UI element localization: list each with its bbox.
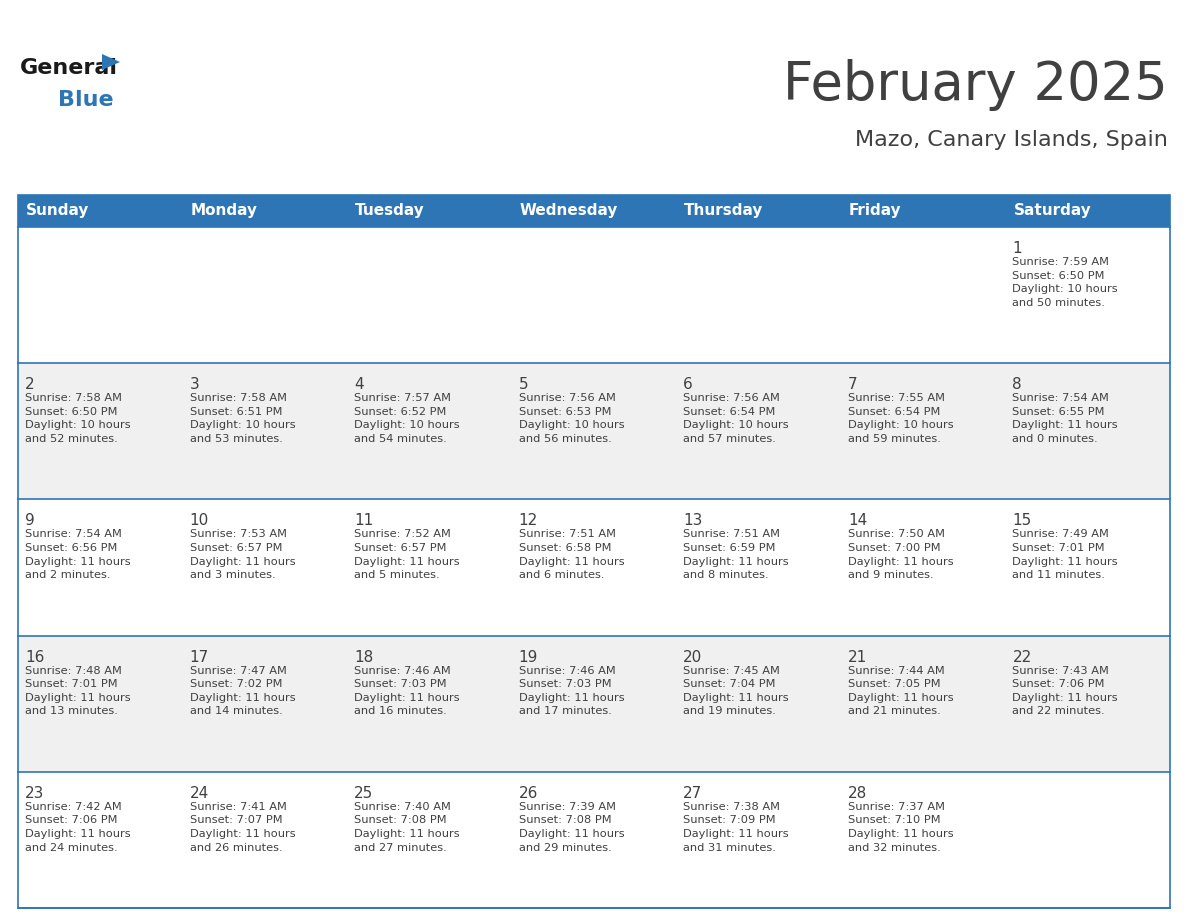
Text: 2: 2 xyxy=(25,377,34,392)
Text: 20: 20 xyxy=(683,650,702,665)
Text: Sunrise: 7:58 AM
Sunset: 6:51 PM
Daylight: 10 hours
and 53 minutes.: Sunrise: 7:58 AM Sunset: 6:51 PM Dayligh… xyxy=(190,393,295,444)
Text: Sunrise: 7:48 AM
Sunset: 7:01 PM
Daylight: 11 hours
and 13 minutes.: Sunrise: 7:48 AM Sunset: 7:01 PM Dayligh… xyxy=(25,666,131,716)
Text: Sunrise: 7:51 AM
Sunset: 6:58 PM
Daylight: 11 hours
and 6 minutes.: Sunrise: 7:51 AM Sunset: 6:58 PM Dayligh… xyxy=(519,530,625,580)
Text: 21: 21 xyxy=(848,650,867,665)
Text: 7: 7 xyxy=(848,377,858,392)
Text: 3: 3 xyxy=(190,377,200,392)
Text: Sunrise: 7:45 AM
Sunset: 7:04 PM
Daylight: 11 hours
and 19 minutes.: Sunrise: 7:45 AM Sunset: 7:04 PM Dayligh… xyxy=(683,666,789,716)
Text: 15: 15 xyxy=(1012,513,1031,529)
Text: Sunrise: 7:46 AM
Sunset: 7:03 PM
Daylight: 11 hours
and 16 minutes.: Sunrise: 7:46 AM Sunset: 7:03 PM Dayligh… xyxy=(354,666,460,716)
Text: Sunrise: 7:50 AM
Sunset: 7:00 PM
Daylight: 11 hours
and 9 minutes.: Sunrise: 7:50 AM Sunset: 7:00 PM Dayligh… xyxy=(848,530,954,580)
Bar xyxy=(18,635,1170,772)
Text: Sunrise: 7:46 AM
Sunset: 7:03 PM
Daylight: 11 hours
and 17 minutes.: Sunrise: 7:46 AM Sunset: 7:03 PM Dayligh… xyxy=(519,666,625,716)
Text: Sunrise: 7:41 AM
Sunset: 7:07 PM
Daylight: 11 hours
and 26 minutes.: Sunrise: 7:41 AM Sunset: 7:07 PM Dayligh… xyxy=(190,801,295,853)
Text: General: General xyxy=(20,58,118,78)
Text: 18: 18 xyxy=(354,650,373,665)
Text: 22: 22 xyxy=(1012,650,1031,665)
Text: February 2025: February 2025 xyxy=(783,59,1168,111)
Text: Sunrise: 7:57 AM
Sunset: 6:52 PM
Daylight: 10 hours
and 54 minutes.: Sunrise: 7:57 AM Sunset: 6:52 PM Dayligh… xyxy=(354,393,460,444)
Text: Sunrise: 7:49 AM
Sunset: 7:01 PM
Daylight: 11 hours
and 11 minutes.: Sunrise: 7:49 AM Sunset: 7:01 PM Dayligh… xyxy=(1012,530,1118,580)
Text: 9: 9 xyxy=(25,513,34,529)
Text: 13: 13 xyxy=(683,513,702,529)
Text: 16: 16 xyxy=(25,650,44,665)
Text: Friday: Friday xyxy=(849,204,902,218)
Text: Monday: Monday xyxy=(190,204,258,218)
Text: Sunrise: 7:54 AM
Sunset: 6:56 PM
Daylight: 11 hours
and 2 minutes.: Sunrise: 7:54 AM Sunset: 6:56 PM Dayligh… xyxy=(25,530,131,580)
Text: Saturday: Saturday xyxy=(1013,204,1092,218)
Text: Wednesday: Wednesday xyxy=(519,204,618,218)
Bar xyxy=(18,772,1170,908)
Text: Sunrise: 7:54 AM
Sunset: 6:55 PM
Daylight: 11 hours
and 0 minutes.: Sunrise: 7:54 AM Sunset: 6:55 PM Dayligh… xyxy=(1012,393,1118,444)
Text: Sunrise: 7:58 AM
Sunset: 6:50 PM
Daylight: 10 hours
and 52 minutes.: Sunrise: 7:58 AM Sunset: 6:50 PM Dayligh… xyxy=(25,393,131,444)
Text: Sunrise: 7:53 AM
Sunset: 6:57 PM
Daylight: 11 hours
and 3 minutes.: Sunrise: 7:53 AM Sunset: 6:57 PM Dayligh… xyxy=(190,530,295,580)
Bar xyxy=(18,195,1170,908)
Text: Sunrise: 7:52 AM
Sunset: 6:57 PM
Daylight: 11 hours
and 5 minutes.: Sunrise: 7:52 AM Sunset: 6:57 PM Dayligh… xyxy=(354,530,460,580)
Bar xyxy=(18,364,1170,499)
Bar xyxy=(18,227,1170,364)
Text: Sunrise: 7:44 AM
Sunset: 7:05 PM
Daylight: 11 hours
and 21 minutes.: Sunrise: 7:44 AM Sunset: 7:05 PM Dayligh… xyxy=(848,666,954,716)
Text: Sunrise: 7:39 AM
Sunset: 7:08 PM
Daylight: 11 hours
and 29 minutes.: Sunrise: 7:39 AM Sunset: 7:08 PM Dayligh… xyxy=(519,801,625,853)
Text: Sunrise: 7:40 AM
Sunset: 7:08 PM
Daylight: 11 hours
and 27 minutes.: Sunrise: 7:40 AM Sunset: 7:08 PM Dayligh… xyxy=(354,801,460,853)
Text: 12: 12 xyxy=(519,513,538,529)
Text: 10: 10 xyxy=(190,513,209,529)
Text: 6: 6 xyxy=(683,377,693,392)
Text: Sunrise: 7:37 AM
Sunset: 7:10 PM
Daylight: 11 hours
and 32 minutes.: Sunrise: 7:37 AM Sunset: 7:10 PM Dayligh… xyxy=(848,801,954,853)
Text: 23: 23 xyxy=(25,786,44,800)
Bar xyxy=(18,499,1170,635)
Text: Sunrise: 7:47 AM
Sunset: 7:02 PM
Daylight: 11 hours
and 14 minutes.: Sunrise: 7:47 AM Sunset: 7:02 PM Dayligh… xyxy=(190,666,295,716)
Text: Sunrise: 7:43 AM
Sunset: 7:06 PM
Daylight: 11 hours
and 22 minutes.: Sunrise: 7:43 AM Sunset: 7:06 PM Dayligh… xyxy=(1012,666,1118,716)
Text: Sunrise: 7:55 AM
Sunset: 6:54 PM
Daylight: 10 hours
and 59 minutes.: Sunrise: 7:55 AM Sunset: 6:54 PM Dayligh… xyxy=(848,393,954,444)
Text: 26: 26 xyxy=(519,786,538,800)
Text: Blue: Blue xyxy=(58,90,114,110)
Text: Mazo, Canary Islands, Spain: Mazo, Canary Islands, Spain xyxy=(855,130,1168,150)
Text: 27: 27 xyxy=(683,786,702,800)
Text: Sunrise: 7:38 AM
Sunset: 7:09 PM
Daylight: 11 hours
and 31 minutes.: Sunrise: 7:38 AM Sunset: 7:09 PM Dayligh… xyxy=(683,801,789,853)
Text: Sunrise: 7:42 AM
Sunset: 7:06 PM
Daylight: 11 hours
and 24 minutes.: Sunrise: 7:42 AM Sunset: 7:06 PM Dayligh… xyxy=(25,801,131,853)
Text: Thursday: Thursday xyxy=(684,204,764,218)
Text: Sunrise: 7:59 AM
Sunset: 6:50 PM
Daylight: 10 hours
and 50 minutes.: Sunrise: 7:59 AM Sunset: 6:50 PM Dayligh… xyxy=(1012,257,1118,308)
Text: 24: 24 xyxy=(190,786,209,800)
Text: Tuesday: Tuesday xyxy=(355,204,425,218)
Text: 28: 28 xyxy=(848,786,867,800)
Text: 17: 17 xyxy=(190,650,209,665)
Text: Sunday: Sunday xyxy=(26,204,89,218)
Text: 8: 8 xyxy=(1012,377,1022,392)
Text: 4: 4 xyxy=(354,377,364,392)
Bar xyxy=(18,195,1170,227)
Text: Sunrise: 7:56 AM
Sunset: 6:54 PM
Daylight: 10 hours
and 57 minutes.: Sunrise: 7:56 AM Sunset: 6:54 PM Dayligh… xyxy=(683,393,789,444)
Text: 11: 11 xyxy=(354,513,373,529)
Text: Sunrise: 7:51 AM
Sunset: 6:59 PM
Daylight: 11 hours
and 8 minutes.: Sunrise: 7:51 AM Sunset: 6:59 PM Dayligh… xyxy=(683,530,789,580)
Text: 25: 25 xyxy=(354,786,373,800)
Polygon shape xyxy=(102,54,120,70)
Text: 19: 19 xyxy=(519,650,538,665)
Text: Sunrise: 7:56 AM
Sunset: 6:53 PM
Daylight: 10 hours
and 56 minutes.: Sunrise: 7:56 AM Sunset: 6:53 PM Dayligh… xyxy=(519,393,625,444)
Text: 14: 14 xyxy=(848,513,867,529)
Text: 1: 1 xyxy=(1012,241,1022,256)
Text: 5: 5 xyxy=(519,377,529,392)
